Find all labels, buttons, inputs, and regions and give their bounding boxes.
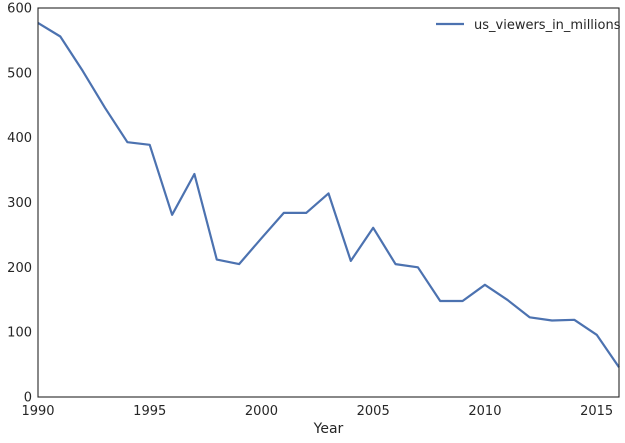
y-tick-label-0: 0 [24, 391, 32, 406]
y-tick-label-600: 600 [7, 2, 32, 17]
y-tick-label-400: 400 [7, 131, 32, 146]
legend-label-us-viewers: us_viewers_in_millions [474, 18, 621, 33]
series-layer [37, 21, 620, 368]
y-axis-ticks: 0 100 200 300 400 500 600 [7, 2, 32, 406]
x-tick-label-2010: 2010 [468, 404, 501, 419]
x-tick-label-2000: 2000 [245, 404, 278, 419]
x-tick-label-1990: 1990 [21, 404, 54, 419]
legend: us_viewers_in_millions [436, 18, 621, 33]
plot-area-frame [37, 7, 620, 398]
series-line-0 [37, 21, 620, 368]
x-tick-label-2015: 2015 [580, 404, 613, 419]
x-tick-label-1995: 1995 [133, 404, 166, 419]
y-tick-label-200: 200 [7, 261, 32, 276]
x-axis-ticks: 1990 1995 2000 2005 2010 2015 [21, 404, 613, 419]
y-tick-label-500: 500 [7, 66, 32, 81]
y-tick-label-300: 300 [7, 196, 32, 211]
y-tick-label-100: 100 [7, 326, 32, 341]
x-axis-title: Year [313, 421, 344, 437]
x-tick-label-2005: 2005 [357, 404, 390, 419]
